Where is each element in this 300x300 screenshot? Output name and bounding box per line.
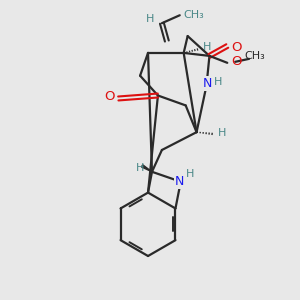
Text: O: O xyxy=(231,55,242,68)
Text: N: N xyxy=(203,77,212,90)
Text: O: O xyxy=(104,90,115,103)
Polygon shape xyxy=(141,165,152,172)
Text: CH₃: CH₃ xyxy=(183,10,204,20)
Text: H: H xyxy=(136,163,144,173)
Text: H: H xyxy=(203,42,212,52)
Text: H: H xyxy=(185,169,194,179)
Text: H: H xyxy=(214,76,223,87)
Text: N: N xyxy=(175,175,184,188)
Text: CH₃: CH₃ xyxy=(244,51,266,61)
Text: O: O xyxy=(231,41,242,55)
Text: H: H xyxy=(218,128,226,138)
Text: H: H xyxy=(146,14,154,24)
